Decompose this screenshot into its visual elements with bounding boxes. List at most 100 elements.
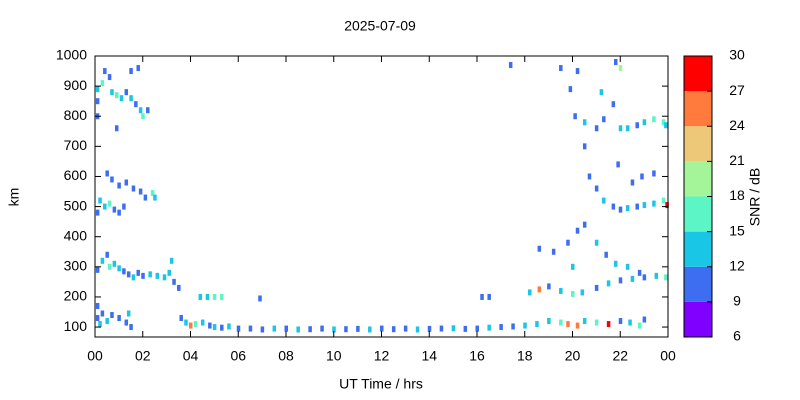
x-tick-label: 14	[421, 348, 437, 364]
data-point	[172, 278, 176, 285]
y-tick-label: 200	[64, 288, 88, 304]
data-point	[587, 173, 592, 180]
data-point	[105, 170, 109, 177]
y-tick-label: 1000	[56, 47, 87, 63]
data-point	[107, 263, 112, 270]
data-point	[124, 89, 129, 96]
data-point	[635, 203, 639, 210]
data-point	[100, 80, 105, 87]
y-tick-label: 700	[64, 137, 88, 153]
data-point	[625, 205, 630, 212]
data-point	[117, 265, 121, 272]
y-tick-label: 800	[64, 107, 88, 123]
data-point	[463, 325, 468, 332]
data-point	[105, 251, 109, 258]
data-point	[380, 325, 384, 332]
data-point	[129, 95, 133, 102]
data-point	[112, 206, 117, 213]
data-point	[475, 325, 479, 332]
data-point	[547, 283, 551, 290]
colorbar-segment	[684, 126, 712, 162]
data-point	[212, 293, 217, 300]
x-tick-label: 04	[183, 348, 199, 364]
data-point	[126, 271, 131, 278]
data-point	[568, 86, 573, 93]
data-point	[150, 190, 155, 197]
x-tick-label: 16	[469, 348, 485, 364]
colorbar-tick-label: 9	[733, 293, 741, 309]
data-point	[415, 326, 420, 333]
x-tick-label: 00	[660, 348, 676, 364]
data-point	[117, 315, 121, 322]
data-point	[95, 209, 100, 216]
data-point	[537, 286, 542, 293]
data-point	[124, 179, 129, 186]
data-point	[582, 221, 587, 228]
data-point	[260, 326, 265, 333]
data-point	[575, 68, 580, 75]
data-point	[652, 116, 656, 123]
x-tick-label: 22	[612, 348, 628, 364]
x-tick-label: 08	[278, 348, 294, 364]
data-point	[131, 274, 136, 281]
data-point	[220, 293, 224, 300]
data-point	[664, 274, 668, 281]
data-point	[198, 293, 203, 300]
data-point	[575, 227, 580, 234]
data-point	[320, 325, 324, 332]
data-point	[208, 322, 212, 329]
data-point	[258, 295, 262, 302]
data-point	[582, 143, 587, 150]
x-tick-label: 12	[374, 348, 390, 364]
data-point	[559, 65, 563, 72]
colorbar-segment	[684, 266, 712, 302]
data-point	[613, 59, 618, 66]
colorbar-segment	[684, 56, 712, 92]
data-point	[134, 101, 138, 108]
data-point	[618, 318, 623, 325]
data-point	[403, 325, 408, 332]
data-point	[143, 194, 148, 201]
data-point	[573, 113, 577, 120]
chart-title: 2025-07-09	[344, 18, 416, 34]
data-point	[112, 260, 117, 267]
data-point	[451, 325, 456, 332]
colorbar-tick-label: 12	[729, 257, 745, 273]
data-point	[566, 321, 570, 328]
data-point	[571, 263, 575, 270]
data-point	[602, 197, 606, 204]
x-tick-label: 18	[517, 348, 533, 364]
data-point	[652, 170, 656, 177]
data-point	[227, 323, 231, 330]
data-point	[332, 326, 336, 333]
data-point	[136, 65, 140, 72]
colorbar-segment	[684, 91, 712, 127]
data-point	[594, 284, 599, 291]
data-point	[95, 266, 100, 273]
data-point	[100, 257, 105, 264]
data-point	[119, 95, 124, 102]
data-point	[205, 293, 210, 300]
y-tick-label: 900	[64, 77, 88, 93]
x-axis-label: UT Time / hrs	[339, 376, 423, 392]
data-point	[637, 269, 642, 276]
data-point	[138, 107, 143, 114]
data-point	[100, 310, 105, 317]
data-point	[138, 188, 143, 195]
data-point	[439, 325, 444, 332]
data-point	[487, 324, 491, 331]
data-point	[117, 209, 121, 216]
y-tick-label: 500	[64, 197, 88, 213]
data-point	[131, 185, 136, 192]
data-point	[272, 325, 277, 332]
x-tick-label: 20	[565, 348, 581, 364]
colorbar-tick-label: 30	[729, 47, 745, 63]
data-point	[594, 319, 599, 326]
data-point	[606, 280, 611, 287]
data-point	[642, 316, 647, 323]
colorbar-segment	[684, 301, 712, 337]
data-point	[162, 274, 167, 281]
data-point	[95, 302, 100, 309]
data-point	[604, 251, 608, 258]
data-point	[642, 202, 647, 209]
